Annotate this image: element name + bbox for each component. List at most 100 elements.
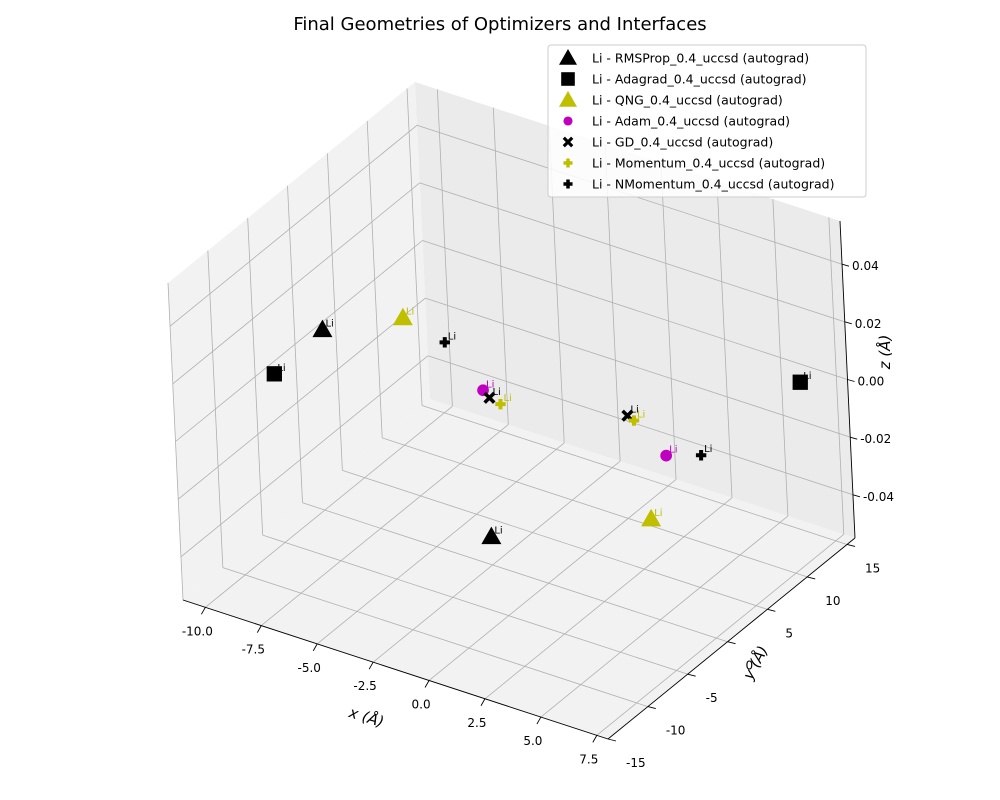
legend-label: Li - Momentum_0.4_uccsd (autograd): [592, 156, 825, 171]
legend-marker: [563, 116, 573, 126]
data-point: [266, 366, 282, 382]
x-gridline: [316, 442, 565, 645]
z-axis-label: z (Å): [875, 335, 894, 371]
legend-box: [547, 44, 867, 198]
legend-label: Li - GD_0.4_uccsd (autograd): [592, 135, 773, 150]
y-tick-label: -15: [626, 756, 646, 770]
x-gridline: [261, 424, 509, 626]
z-tick: [852, 494, 861, 498]
z-gridline: [419, 182, 845, 323]
z-gridline: [172, 182, 421, 385]
y-axis-line: [607, 537, 856, 740]
floor-pane: [183, 399, 855, 739]
z-gridline: [180, 355, 429, 558]
y-gridline: [421, 405, 848, 545]
axis-ticks: -10.0 -7.5 -5.0 -2.5 0.0 2.5 5.0 7.5 -15 -10 -5 0 5 1…: [182, 259, 894, 770]
y-tick: [807, 576, 816, 580]
legend-marker: [562, 136, 574, 148]
z-tick-label: 0.00: [858, 375, 885, 389]
x-tick: [536, 716, 542, 725]
legend: Li - RMSProp_0.4_uccsd (autograd) Li - Ad…: [547, 44, 867, 198]
data-point: [695, 450, 707, 461]
x-tick: [368, 661, 374, 670]
y-tick-label: -10: [666, 724, 686, 738]
point-label: Li: [448, 331, 456, 342]
x-tick-label: -7.5: [242, 643, 265, 657]
x-tick: [480, 698, 486, 706]
point-label: Li: [503, 393, 511, 404]
y-gridline: [342, 469, 768, 610]
z-gridline: [425, 297, 851, 438]
y-tick-label: 5: [785, 626, 793, 640]
z-tick-label: 0.02: [855, 317, 882, 331]
data-point: [628, 415, 640, 426]
y-tick-label: -5: [706, 691, 718, 705]
z-gridline: [169, 124, 418, 327]
legend-label: Li - Adagrad_0.4_uccsd (autograd): [592, 72, 807, 87]
grid-lines: [167, 88, 854, 740]
data-point: [439, 337, 450, 348]
data-point: [483, 391, 496, 404]
y-tick-label: 10: [825, 594, 840, 608]
z-tick-label: -0.04: [863, 490, 894, 504]
data-point: [481, 526, 502, 545]
point-label: Li: [277, 363, 285, 374]
x-tick-label: -2.5: [353, 679, 376, 693]
y-tick: [767, 608, 776, 612]
legend-marker: [559, 91, 577, 107]
legend-marker: [563, 158, 573, 168]
x-gridline: [484, 497, 733, 700]
point-label: Li: [669, 445, 677, 456]
legend-label: Li - Adam_0.4_uccsd (autograd): [592, 114, 790, 129]
data-point: [792, 374, 808, 390]
z-tick: [847, 379, 855, 382]
y-gridline: [262, 534, 688, 675]
x-tick-label: 7.5: [579, 752, 598, 766]
point-label: Li: [325, 319, 333, 330]
x-tick: [312, 643, 318, 652]
legend-label: Li - QNG_0.4_uccsd (autograd): [592, 93, 783, 108]
x-tick: [424, 680, 430, 688]
z-gridline: [177, 297, 426, 500]
y-tick: [687, 673, 696, 677]
x-tick: [592, 735, 598, 743]
legend-label: Li - NMomentum_0.4_uccsd (autograd): [592, 177, 835, 192]
x-tick: [200, 607, 206, 615]
x-gridline: [596, 534, 845, 736]
legend-marker: [559, 49, 577, 65]
y-axis-label: y (Å): [738, 642, 772, 683]
point-label: Li: [630, 405, 638, 416]
x-tick-label: -5.0: [297, 661, 320, 675]
x-tick-label: 5.0: [523, 734, 542, 748]
point-label: Li: [492, 387, 500, 398]
x-tick-label: 0.0: [412, 697, 431, 711]
y-tick: [647, 706, 656, 710]
axis-panes: [168, 82, 855, 739]
z-tick: [850, 436, 858, 440]
y-tick-label: 15: [865, 561, 880, 575]
y-tick: [727, 641, 736, 645]
x-gridline: [372, 460, 621, 663]
point-label: Li: [803, 371, 811, 382]
z-tick: [841, 263, 850, 267]
x-tick-label: 2.5: [467, 716, 486, 730]
chart-title: Final Geometries of Optimizers and Inter…: [293, 14, 706, 35]
x-gridline: [205, 406, 453, 608]
z-tick-label: 0.04: [852, 259, 879, 273]
x-gridline: [428, 479, 677, 681]
z-tick-label: -0.02: [860, 432, 891, 446]
x-tick: [256, 625, 262, 633]
data-point: [495, 398, 506, 410]
x-tick-label: -10.0: [182, 624, 213, 638]
z-gridline: [175, 240, 423, 442]
point-label: Li: [406, 307, 414, 318]
y-gridline: [222, 567, 648, 707]
legend-marker: [563, 179, 573, 189]
y-tick: [607, 738, 617, 742]
point-label: Li: [704, 444, 712, 455]
y-gridline: [302, 502, 728, 643]
data-point: [392, 307, 413, 326]
point-label: Li: [494, 526, 502, 537]
